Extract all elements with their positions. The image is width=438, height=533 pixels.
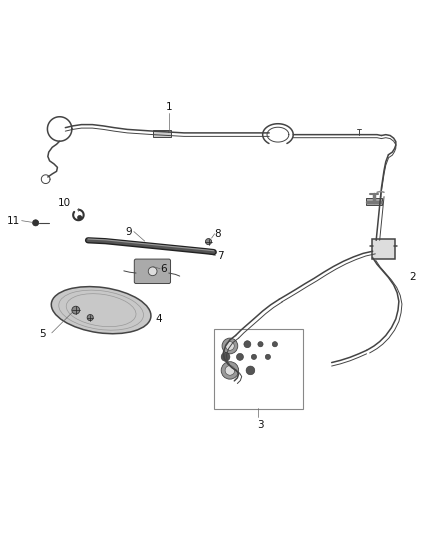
Circle shape [251, 354, 257, 359]
Circle shape [265, 354, 271, 359]
Circle shape [272, 342, 278, 347]
Circle shape [246, 366, 255, 375]
Circle shape [78, 215, 82, 220]
Text: 8: 8 [215, 229, 221, 239]
Text: 6: 6 [160, 264, 167, 273]
Circle shape [237, 353, 244, 360]
Circle shape [222, 338, 238, 354]
Text: 11: 11 [7, 216, 20, 225]
Circle shape [226, 342, 234, 350]
Circle shape [221, 352, 230, 361]
Circle shape [244, 341, 251, 348]
Text: 9: 9 [125, 227, 132, 237]
Circle shape [72, 306, 80, 314]
FancyBboxPatch shape [366, 198, 382, 205]
Circle shape [225, 366, 235, 375]
Text: 10: 10 [57, 198, 71, 207]
Text: 5: 5 [39, 329, 46, 339]
Text: 7: 7 [217, 251, 223, 261]
Text: 4: 4 [155, 314, 162, 324]
Circle shape [258, 342, 263, 347]
FancyBboxPatch shape [134, 259, 170, 284]
Text: 2: 2 [409, 272, 416, 282]
Circle shape [87, 314, 93, 321]
Circle shape [221, 362, 239, 379]
Circle shape [205, 239, 212, 245]
Text: 1: 1 [166, 101, 172, 111]
FancyBboxPatch shape [153, 130, 170, 137]
Circle shape [148, 267, 157, 276]
Text: 3: 3 [257, 420, 264, 430]
Circle shape [32, 220, 39, 226]
Ellipse shape [51, 287, 151, 334]
FancyBboxPatch shape [372, 239, 395, 259]
